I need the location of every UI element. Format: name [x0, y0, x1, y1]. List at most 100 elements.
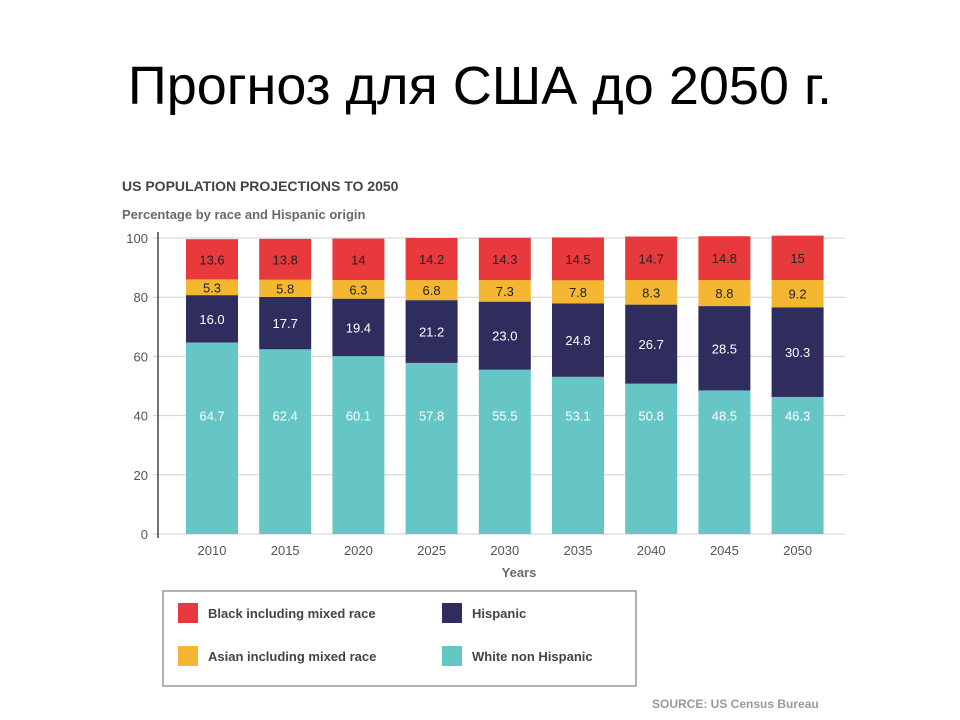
data-label: 6.3: [349, 282, 367, 297]
source-note: SOURCE: US Census Bureau: [652, 697, 819, 711]
data-label: 30.3: [785, 345, 810, 360]
bar-segment: [698, 306, 751, 391]
data-label: 62.4: [273, 409, 298, 424]
data-label: 17.7: [273, 316, 298, 331]
bar-segment: [698, 280, 751, 307]
legend-label: Hispanic: [472, 606, 526, 621]
x-tick-label: 2045: [710, 543, 739, 558]
bar-segment: [625, 280, 678, 305]
legend: Black including mixed race Hispanic Asian …: [178, 603, 593, 666]
x-tick-label: 2020: [344, 543, 373, 558]
x-tick-label: 2030: [490, 543, 519, 558]
x-axis-label: Years: [502, 565, 537, 580]
data-label: 7.3: [496, 284, 514, 299]
data-label: 14.7: [639, 251, 664, 266]
data-label: 14.2: [419, 252, 444, 267]
bar-segment: [478, 369, 531, 534]
data-label: 53.1: [565, 409, 590, 424]
data-label: 14: [351, 252, 365, 267]
bar-segment: [186, 295, 238, 343]
data-label: 21.2: [419, 325, 444, 340]
bar-segment: [698, 236, 751, 281]
y-axis-ticks: 0 20 40 60 80 100: [126, 231, 148, 542]
chart-title: US POPULATION PROJECTIONS TO 2050: [122, 178, 399, 194]
data-label: 8.3: [642, 285, 660, 300]
y-tick-label: 100: [126, 231, 148, 246]
x-tick-label: 2050: [783, 543, 812, 558]
data-label: 14.5: [565, 252, 590, 267]
x-tick-label: 2040: [637, 543, 666, 558]
bar-segment: [478, 280, 531, 302]
legend-label: Asian including mixed race: [208, 649, 376, 664]
y-tick-label: 60: [134, 349, 148, 364]
bar-segment: [332, 356, 385, 534]
data-label: 8.8: [715, 286, 733, 301]
bar-segment: [625, 383, 678, 534]
data-label: 14.8: [712, 251, 737, 266]
bar-segment: [186, 239, 238, 280]
bar-segment: [259, 296, 312, 350]
bar-segment: [552, 376, 604, 534]
bar-segment: [332, 298, 385, 357]
bars: 64.7 16.0 5.3 13.6 62.4 17.7 5.8 13.8 60.1 19.4 6.…: [186, 235, 824, 534]
data-label: 50.8: [639, 409, 664, 424]
legend-label: White non Hispanic: [472, 649, 593, 664]
bar-segment: [625, 304, 678, 384]
bar-segment: [332, 238, 385, 281]
bar-segment: [478, 237, 531, 281]
legend-swatch: [178, 603, 198, 623]
x-axis-ticks: 2010 2015 2020 2025 2030 2035 2040 2045 2050: [198, 543, 813, 558]
data-label: 23.0: [492, 329, 517, 344]
legend-label: Black including mixed race: [208, 606, 376, 621]
data-label: 24.8: [565, 333, 590, 348]
bar-segment: [259, 349, 312, 534]
bar-segment: [405, 238, 458, 281]
x-tick-label: 2025: [417, 543, 446, 558]
slide-title: Прогноз для США до 2050 г.: [127, 56, 833, 116]
legend-swatch: [442, 646, 462, 666]
data-label: 16.0: [199, 312, 224, 327]
bar-segment: [405, 362, 458, 534]
bar-segment: [771, 280, 824, 308]
data-label: 13.6: [199, 252, 224, 267]
legend-box: [162, 590, 637, 687]
bar-segment: [332, 280, 385, 299]
data-label: 5.3: [203, 280, 221, 295]
y-tick-label: 40: [134, 409, 148, 424]
data-label: 28.5: [712, 341, 737, 356]
data-label: 48.5: [712, 409, 737, 424]
data-label: 55.5: [492, 409, 517, 424]
bar-segment: [552, 280, 604, 304]
data-label: 13.8: [273, 252, 298, 267]
data-label: 46.3: [785, 409, 810, 424]
data-label: 26.7: [639, 337, 664, 352]
x-tick-label: 2015: [271, 543, 300, 558]
chart-subtitle: Percentage by race and Hispanic origin: [122, 207, 366, 222]
data-label: 14.3: [492, 252, 517, 267]
y-tick-label: 20: [134, 468, 148, 483]
data-label: 15: [790, 251, 804, 266]
legend-swatch: [442, 603, 462, 623]
bar-segment: [405, 280, 458, 301]
y-tick-label: 80: [134, 290, 148, 305]
bar-segment: [405, 300, 458, 363]
data-label: 64.7: [199, 409, 224, 424]
bar-segment: [259, 279, 312, 297]
bar-segment: [552, 237, 604, 281]
data-label: 7.8: [569, 285, 587, 300]
legend-swatch: [178, 646, 198, 666]
data-label: 57.8: [419, 409, 444, 424]
bar-segment: [771, 396, 824, 534]
bar-segment: [478, 301, 531, 370]
bar-segment: [625, 236, 678, 281]
y-tick-label: 0: [141, 527, 148, 542]
x-tick-label: 2035: [564, 543, 593, 558]
x-tick-label: 2010: [198, 543, 227, 558]
data-label: 9.2: [789, 287, 807, 302]
bar-segment: [771, 307, 824, 397]
bar-segment: [698, 390, 751, 534]
bar-segment: [552, 303, 604, 377]
bar-segment: [771, 235, 824, 281]
bar-segment: [186, 342, 238, 534]
